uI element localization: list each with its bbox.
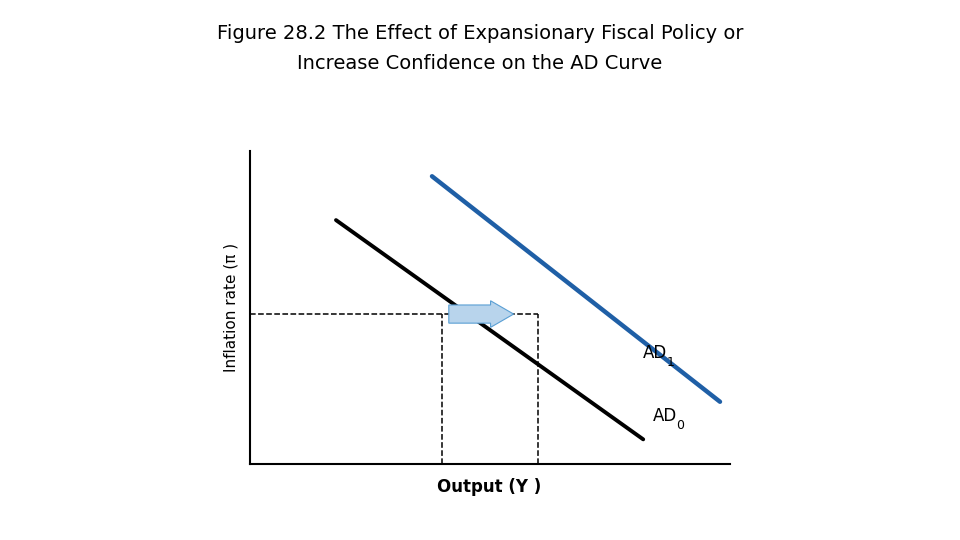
Y-axis label: Inflation rate (π ): Inflation rate (π ) [224,243,238,373]
Text: AD: AD [653,407,677,425]
Text: AD: AD [643,344,667,362]
Text: 1: 1 [666,356,674,369]
FancyArrow shape [449,301,514,327]
Text: Figure 28.2 The Effect of Expansionary Fiscal Policy or: Figure 28.2 The Effect of Expansionary F… [217,24,743,43]
Text: Increase Confidence on the AD Curve: Increase Confidence on the AD Curve [298,54,662,73]
Text: 0: 0 [676,418,684,432]
X-axis label: Output (Y ): Output (Y ) [438,478,541,496]
